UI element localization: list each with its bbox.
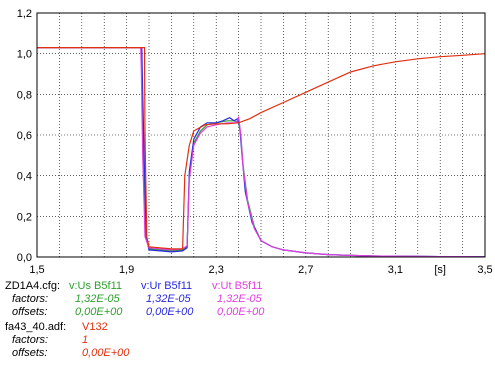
series-line (37, 46, 486, 250)
x-tick-label: 1,9 (119, 264, 134, 276)
series-line (37, 46, 486, 258)
legend-file1: ZD1A4.cfg: (5, 280, 61, 292)
legend-offsets-label: offsets: (12, 347, 48, 359)
legend-series-factor: 1 (82, 334, 89, 346)
x-tick-label: 2,7 (298, 264, 313, 276)
legend-offsets-label: offsets: (12, 306, 48, 318)
legend-factors-label: factors: (12, 334, 49, 346)
x-tick-label: 3,1 (388, 264, 403, 276)
y-tick-label: 0,0 (17, 252, 32, 264)
x-tick-label: 3,5 (477, 264, 492, 276)
legend-factors-label: factors: (12, 293, 49, 305)
legend-series-offset: 0,00E+00 (217, 306, 265, 318)
legend-series-factor: 1,32E-05 (217, 293, 262, 305)
y-tick-label: 0,6 (17, 130, 32, 142)
y-tick-label: 1,2 (17, 8, 32, 20)
x-tick-label: 1,5 (29, 264, 44, 276)
legend-series-offset: 0,00E+00 (75, 306, 123, 318)
legend-series-offset: 0,00E+00 (146, 306, 194, 318)
series-line (37, 46, 486, 258)
tick-labels: 0,0 0,2 0,4 0,6 0,8 1,0 1,2 1,5 1,9 2,3 2,7 3,1 3,5 [… (17, 8, 493, 276)
x-tick-label: 2,3 (209, 264, 224, 276)
y-tick-label: 0,4 (17, 171, 32, 183)
series-lines (37, 46, 486, 258)
legend-series-name: v:Ur B5f11 (141, 280, 193, 292)
y-tick-label: 0,8 (17, 89, 32, 101)
legend-series-name: V132 (82, 321, 108, 333)
legend-series-name: v:Us B5f11 (69, 280, 122, 292)
y-tick-label: 1,0 (17, 49, 32, 61)
legend-series-offset: 0,00E+00 (82, 347, 130, 359)
legend: ZD1A4.cfg: factors: offsets: v:Us B5f11 … (0, 276, 495, 365)
legend-series-name: v:Ut B5f11 (212, 280, 263, 292)
plot-frame (36, 12, 486, 258)
legend-file2: fa43_40.adf: (5, 321, 67, 333)
chart: 0,0 0,2 0,4 0,6 0,8 1,0 1,2 1,5 1,9 2,3 2,7 3,1 3,5 [… (17, 8, 493, 276)
x-unit-label: [s] (434, 264, 446, 276)
legend-series-factor: 1,32E-05 (146, 293, 191, 305)
y-tick-label: 0,2 (17, 211, 32, 223)
grid (37, 13, 485, 257)
legend-series-factor: 1,32E-05 (75, 293, 120, 305)
series-line (37, 46, 486, 258)
